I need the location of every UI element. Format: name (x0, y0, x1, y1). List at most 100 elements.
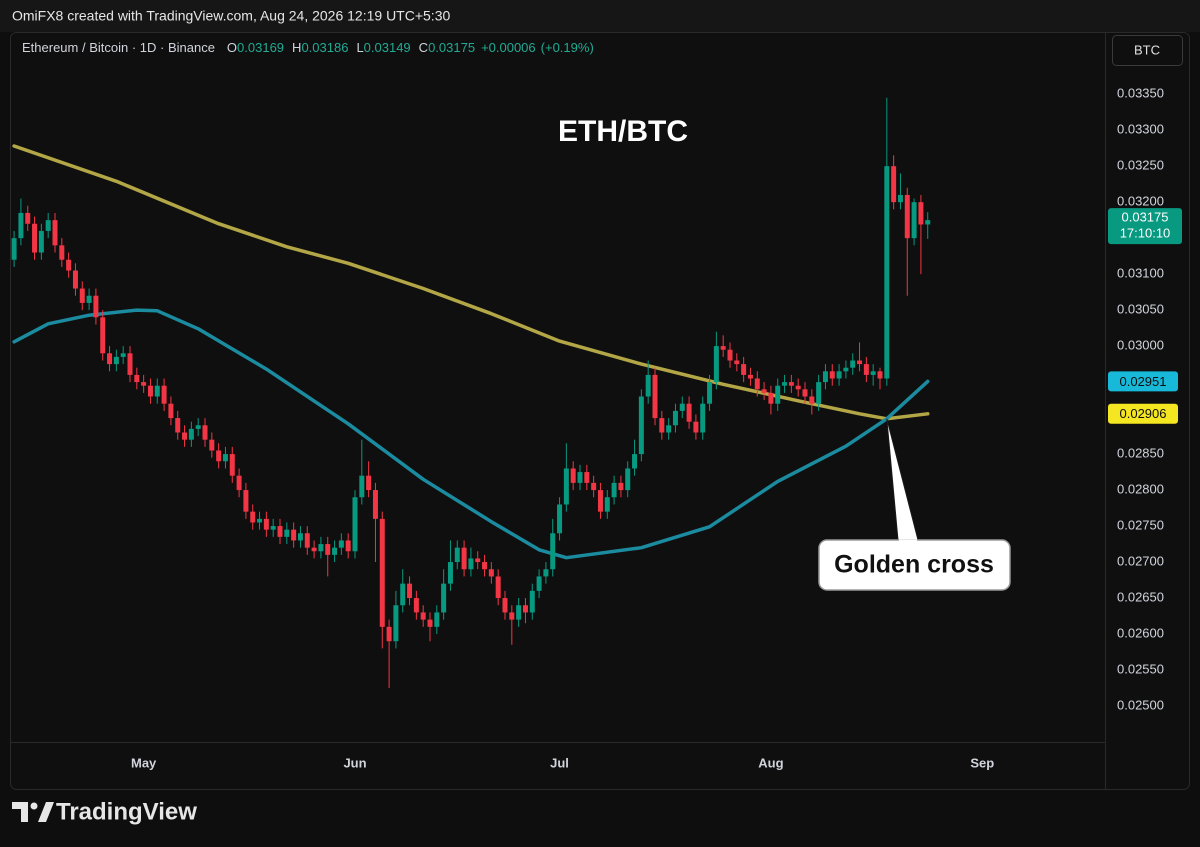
candle-body (707, 382, 713, 404)
candle-body (516, 605, 522, 620)
y-tick-label: 0.02700 (1117, 553, 1164, 568)
candle-body (400, 583, 406, 606)
x-tick-label: Aug (758, 755, 783, 770)
brand-text: TradingView (56, 798, 197, 825)
logo-dot (30, 802, 38, 810)
candle-body (843, 367, 849, 372)
candle-body (263, 518, 269, 530)
watermark-header: OmiFX8 created with TradingView.com, Aug… (12, 8, 450, 24)
candle-body (775, 385, 781, 404)
candle-body (543, 569, 549, 577)
candle-body (379, 518, 385, 627)
top-bar (0, 0, 1200, 32)
candle-body (741, 364, 747, 375)
candle-body (318, 544, 324, 552)
candle-body (79, 288, 85, 303)
candle-body (822, 371, 828, 383)
ohlc-value: 0.03175 (428, 40, 475, 55)
candle-body (782, 382, 788, 386)
candle-body (447, 562, 453, 584)
candle-body (577, 472, 583, 483)
candle-body (850, 360, 856, 368)
candle-body (257, 518, 263, 523)
candle-body (18, 212, 24, 239)
candle-body (502, 598, 508, 613)
candle-body (161, 385, 167, 404)
logo-mark (12, 802, 28, 822)
candle-body (168, 403, 174, 419)
ma-price-label: 0.02906 (1120, 406, 1167, 421)
candle-body (761, 389, 767, 393)
candle-body (304, 533, 310, 548)
candle-body (720, 346, 726, 350)
ohlc-key: O (227, 40, 237, 55)
candle-body (693, 421, 699, 433)
candle-body (557, 504, 563, 534)
ohlc-key: L (356, 40, 363, 55)
y-tick-label: 0.03100 (1117, 266, 1164, 281)
y-tick-label: 0.02600 (1117, 625, 1164, 640)
candle-body (188, 428, 194, 440)
ohlc-value: 0.03186 (301, 40, 348, 55)
candle-body (700, 403, 706, 433)
change: +0.00006 (481, 40, 536, 55)
candle-body (25, 212, 31, 224)
candle-body (747, 374, 753, 379)
candle-body (482, 562, 488, 570)
candle-body (291, 529, 297, 541)
ohlc-value: 0.03149 (364, 40, 411, 55)
candle-body (154, 385, 160, 397)
candle-body (113, 356, 119, 365)
chart-panel (10, 32, 1190, 790)
candle-body (911, 202, 917, 239)
y-tick-label: 0.03200 (1117, 194, 1164, 209)
y-tick-label: 0.02500 (1117, 697, 1164, 712)
candle-body (734, 360, 740, 365)
candle-body (195, 425, 201, 429)
candle-body (386, 626, 392, 642)
candle-body (59, 245, 65, 260)
candle-body (686, 403, 692, 422)
candle-body (891, 166, 897, 203)
logo-slash (38, 802, 54, 822)
candle-body (372, 490, 378, 519)
candle-body (475, 558, 481, 563)
candle-body (816, 382, 822, 404)
candle-body (352, 497, 358, 552)
candle-body (672, 410, 678, 426)
candle-body (652, 374, 658, 419)
candle-body (434, 612, 440, 627)
candle-body (441, 583, 447, 613)
y-tick-label: 0.03000 (1117, 338, 1164, 353)
candle-body (666, 425, 672, 433)
candle-body (563, 468, 569, 505)
candle-body (229, 454, 235, 476)
candle-body (311, 547, 317, 552)
candle-body (591, 482, 597, 491)
candle-body (32, 223, 38, 253)
currency-label[interactable]: BTC (1134, 42, 1160, 57)
moving-average-line (12, 144, 930, 421)
candle-body (147, 385, 153, 397)
currency-button[interactable] (1112, 35, 1183, 66)
candle-body (66, 259, 72, 271)
candle-body (904, 194, 910, 239)
candle-body (802, 389, 808, 397)
last-price-label: 0.03175 (1122, 210, 1169, 225)
candle-body (52, 220, 58, 246)
candle-body (407, 583, 413, 599)
countdown-label: 17:10:10 (1120, 226, 1171, 241)
candle-body (829, 371, 835, 379)
candle-body (584, 472, 590, 483)
brand-logo: TradingView (12, 798, 197, 825)
candle-body (277, 526, 283, 537)
candle-body (679, 403, 685, 411)
candle-body (332, 547, 338, 555)
candle-body (550, 533, 556, 570)
y-tick-label: 0.02550 (1117, 661, 1164, 676)
candle-body (604, 497, 610, 512)
candle-body (72, 270, 78, 289)
candle-body (754, 378, 760, 390)
candle-body (638, 396, 644, 455)
last-price-box (1108, 208, 1182, 245)
